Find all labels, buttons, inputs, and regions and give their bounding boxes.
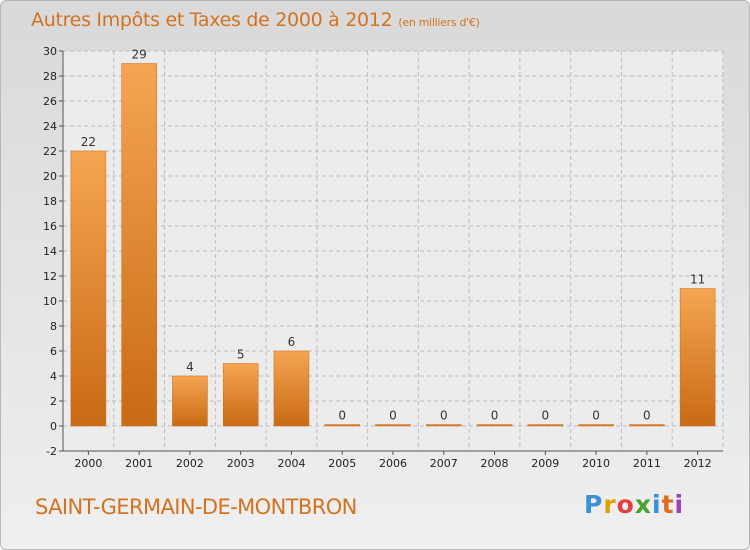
y-tick-label: 2 xyxy=(50,395,57,408)
value-label-2001: 29 xyxy=(132,48,147,62)
gridlines xyxy=(62,50,724,451)
bar-2012[interactable] xyxy=(679,288,716,427)
brand-letter: r xyxy=(603,490,617,519)
bar-2001[interactable] xyxy=(121,63,157,427)
x-tick-label-2001: 2001 xyxy=(125,457,153,470)
x-tick-label-2012: 2012 xyxy=(684,457,712,470)
value-label-2009: 0 xyxy=(541,409,549,423)
brand-letter: x xyxy=(634,490,652,519)
brand-letter: o xyxy=(616,490,635,519)
value-label-2000: 22 xyxy=(81,135,96,149)
brand-letter: i xyxy=(652,490,662,519)
y-tick-label: 28 xyxy=(43,70,57,83)
x-tick-label-2011: 2011 xyxy=(633,457,661,470)
value-label-2005: 0 xyxy=(338,409,346,423)
x-tick-label-2005: 2005 xyxy=(328,457,356,470)
labels: -202468101214161820222426283022200029200… xyxy=(43,45,712,470)
y-tick-label: 8 xyxy=(50,320,57,333)
chart-title-text: Autres Impôts et Taxes de 2000 à 2012 xyxy=(31,9,393,31)
x-tick-label-2006: 2006 xyxy=(379,457,407,470)
brand-letter: t xyxy=(661,490,675,519)
x-tick-label-2000: 2000 xyxy=(74,457,102,470)
axes xyxy=(59,50,723,455)
y-tick-label: 26 xyxy=(43,95,57,108)
bar-2010[interactable] xyxy=(578,424,614,427)
bar-2003[interactable] xyxy=(222,363,259,427)
y-tick-label: 12 xyxy=(43,270,57,283)
bar-2006[interactable] xyxy=(375,424,411,427)
x-tick-label-2004: 2004 xyxy=(277,457,305,470)
bar-2005[interactable] xyxy=(324,424,360,427)
x-tick-label-2007: 2007 xyxy=(430,457,458,470)
bar-2002[interactable] xyxy=(172,375,208,427)
y-tick-label: 14 xyxy=(43,245,57,258)
value-label-2010: 0 xyxy=(592,409,600,423)
bar-2000[interactable] xyxy=(70,150,107,427)
value-label-2006: 0 xyxy=(389,409,397,423)
bar-2004[interactable] xyxy=(273,350,310,427)
bar-2011[interactable] xyxy=(629,424,665,427)
brand-letter: P xyxy=(584,490,604,519)
chart-title: Autres Impôts et Taxes de 2000 à 2012 (en… xyxy=(31,9,480,31)
y-tick-label: 18 xyxy=(43,195,57,208)
y-tick-label: 10 xyxy=(43,295,57,308)
value-label-2007: 0 xyxy=(440,409,448,423)
y-tick-label: 24 xyxy=(43,120,57,133)
value-label-2004: 6 xyxy=(288,335,296,349)
y-tick-label: 16 xyxy=(43,220,57,233)
commune-name: SAINT-GERMAIN-DE-MONTBRON xyxy=(35,495,357,519)
bar-2008[interactable] xyxy=(476,424,513,427)
bar-2007[interactable] xyxy=(426,424,462,427)
y-tick-label: 6 xyxy=(50,345,57,358)
proxiti-logo[interactable]: Proxiti xyxy=(584,490,684,519)
y-tick-label: 4 xyxy=(50,370,57,383)
x-tick-label-2009: 2009 xyxy=(531,457,559,470)
value-label-2012: 11 xyxy=(690,273,705,287)
chart-unit: (en milliers d'€) xyxy=(398,16,480,29)
x-tick-label-2002: 2002 xyxy=(176,457,204,470)
x-tick-label-2008: 2008 xyxy=(481,457,509,470)
value-label-2011: 0 xyxy=(643,409,651,423)
value-label-2008: 0 xyxy=(491,409,499,423)
x-tick-label-2003: 2003 xyxy=(227,457,255,470)
value-label-2002: 4 xyxy=(186,360,194,374)
y-tick-label: -2 xyxy=(46,445,57,458)
x-tick-label-2010: 2010 xyxy=(582,457,610,470)
value-label-2003: 5 xyxy=(237,348,245,362)
y-tick-label: 0 xyxy=(50,420,57,433)
bar-2009[interactable] xyxy=(527,424,564,427)
y-tick-label: 20 xyxy=(43,170,57,183)
y-tick-label: 30 xyxy=(43,45,57,58)
brand-letter: i xyxy=(674,490,685,519)
y-tick-label: 22 xyxy=(43,145,57,158)
bars xyxy=(70,63,716,427)
